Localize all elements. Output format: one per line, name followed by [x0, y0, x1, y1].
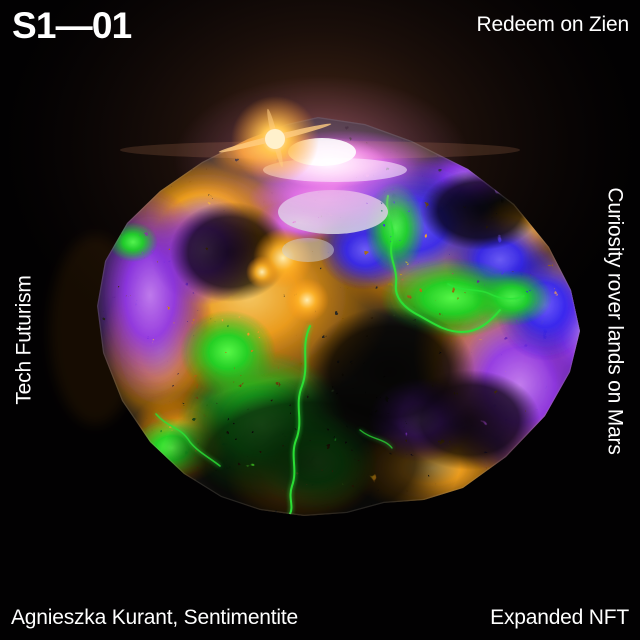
right-event-label: Curiosity rover lands on Mars	[603, 187, 627, 455]
artist-caption: Agnieszka Kurant, Sentimentite	[11, 605, 298, 629]
green-vein-cracks	[155, 195, 525, 515]
edition-code: S1—01	[12, 5, 132, 46]
top-flare	[120, 75, 520, 245]
redeem-link[interactable]: Redeem on Zien	[476, 13, 630, 36]
format-label: Expanded NFT	[490, 605, 629, 629]
left-category-label: Tech Futurism	[12, 275, 36, 405]
